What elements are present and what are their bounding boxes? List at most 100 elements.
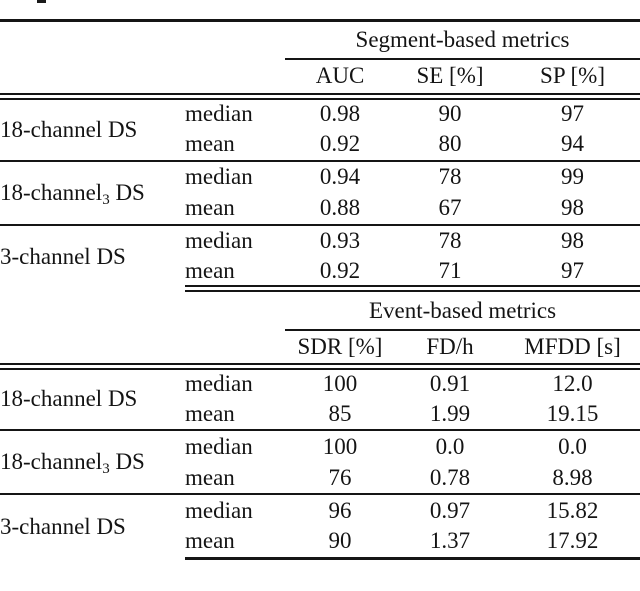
metric-value: 8.98 <box>552 464 593 490</box>
metric-value: 0.0 <box>395 429 505 462</box>
col-header-sp: SP [%] <box>505 58 640 100</box>
group-label-suffix: DS <box>102 116 138 142</box>
metric-value: 98 <box>505 223 640 257</box>
segment-metrics-table: Segment-based metrics AUC SE [%] SP [%] … <box>0 19 640 292</box>
metric-value: 90 <box>285 526 395 560</box>
col-header-sdr: SDR [%] <box>285 330 395 370</box>
metric-value: 19.15 <box>546 400 599 426</box>
metric-value: 99 <box>505 159 640 193</box>
metric-value: 97 <box>505 95 640 129</box>
metric-value: 71 <box>395 256 505 292</box>
group-label-suffix: DS <box>102 386 138 412</box>
metric-value: 0.88 <box>319 195 361 220</box>
metric-value: 0.0 <box>505 429 640 462</box>
spanner-event-based-metrics: Event-based metrics <box>285 292 640 331</box>
stat-label-mean: mean <box>185 526 285 560</box>
group-label-suffix: DS <box>109 179 145 205</box>
table-row: 18-channel DS median 100 0.91 12.0 <box>0 365 640 430</box>
caption-text-fragment <box>37 0 46 3</box>
group-label-subscript: 3 <box>102 191 110 208</box>
stat-label-median: median <box>185 365 285 398</box>
col-header-se: SE [%] <box>395 58 505 100</box>
metric-value: 96 <box>285 493 395 526</box>
metric-value: 67 <box>438 195 462 220</box>
group-label-subscript: 3 <box>102 461 110 477</box>
table-row: 18-channel3 DS median 100 0.0 0.0 <box>0 429 640 494</box>
group-label: 18-channel DS <box>0 365 185 430</box>
metric-value: 97 <box>505 256 640 292</box>
spacer-cell <box>0 292 285 330</box>
stat-label-mean: mean <box>185 131 235 156</box>
metric-value: 78 <box>395 223 505 257</box>
table-row: SDR [%] FD/h MFDD [s] <box>0 330 640 370</box>
table-row: AUC SE [%] SP [%] <box>0 58 640 100</box>
stat-label-median: median <box>185 159 285 193</box>
metric-value: 0.97 <box>395 493 505 526</box>
metric-value: 100 <box>285 365 395 398</box>
metric-value: 0.93 <box>285 223 395 257</box>
table-row: mean 76 0.78 8.98 <box>0 462 640 494</box>
stat-label-median: median <box>185 429 285 462</box>
metric-value: 1.37 <box>395 526 505 560</box>
table-row: mean 0.92 71 97 <box>0 256 640 292</box>
stat-label-mean: mean <box>185 464 235 490</box>
metric-value: 76 <box>328 464 352 490</box>
tables-wrap: Segment-based metrics AUC SE [%] SP [%] … <box>0 19 640 560</box>
metric-value: 94 <box>561 131 585 156</box>
group-label-text: 3-channel <box>0 513 91 539</box>
group-label-text: 18-channel <box>0 386 103 412</box>
stat-label-median: median <box>185 95 285 129</box>
group-label: 3-channel DS <box>0 223 185 289</box>
metric-value: 98 <box>561 195 585 220</box>
table-row: 3-channel DS median 96 0.97 15.82 <box>0 493 640 558</box>
metric-value: 90 <box>395 95 505 129</box>
metric-value: 0.94 <box>285 159 395 193</box>
table-row: Segment-based metrics <box>0 19 640 60</box>
spacer-cell <box>0 19 285 59</box>
table-row: 18-channel DS median 0.98 90 97 <box>0 95 640 161</box>
table-row: 18-channel3 DS median 0.94 78 99 <box>0 159 640 225</box>
group-label-suffix: DS <box>90 513 126 539</box>
metric-value: 0.92 <box>285 256 395 292</box>
group-label: 3-channel DS <box>0 493 185 558</box>
metric-value: 100 <box>285 429 395 462</box>
spacer-cell <box>0 58 285 100</box>
metric-value: 85 <box>328 400 352 426</box>
metric-value: 15.82 <box>505 493 640 526</box>
metric-value: 78 <box>395 159 505 193</box>
metric-value: 12.0 <box>505 365 640 398</box>
metric-value: 1.99 <box>429 400 471 426</box>
group-label: 18-channel3 DS <box>0 159 185 225</box>
metric-value: 0.91 <box>395 365 505 398</box>
metric-value: 0.78 <box>429 464 471 490</box>
stat-label-median: median <box>185 493 285 526</box>
group-label: 18-channel DS <box>0 95 185 161</box>
table-row: mean 0.88 67 98 <box>0 193 640 225</box>
group-label-suffix: DS <box>109 449 145 474</box>
col-header-auc: AUC <box>285 58 395 100</box>
table-row: mean 90 1.37 17.92 <box>0 526 640 560</box>
metric-value: 0.98 <box>285 95 395 129</box>
group-label-text: 3-channel <box>0 244 91 269</box>
stat-label-mean: mean <box>185 195 235 220</box>
group-label: 18-channel3 DS <box>0 429 185 494</box>
table-row: Event-based metrics <box>0 292 640 331</box>
group-label-text: 18-channel <box>0 116 103 142</box>
table-row: 3-channel DS median 0.93 78 98 <box>0 223 640 289</box>
spanner-segment-based-metrics: Segment-based metrics <box>285 19 640 60</box>
col-header-fdh: FD/h <box>395 330 505 370</box>
stat-label-median: median <box>185 223 285 257</box>
spacer-cell <box>0 330 285 370</box>
group-label-suffix: DS <box>90 244 126 269</box>
event-metrics-table: Event-based metrics SDR [%] FD/h MFDD [s… <box>0 292 640 560</box>
stat-label-mean: mean <box>185 400 235 426</box>
group-label-text: 18-channel <box>0 449 103 474</box>
metric-value: 0.92 <box>319 131 361 156</box>
col-header-mfdd: MFDD [s] <box>505 330 640 370</box>
stat-label-mean: mean <box>185 256 285 292</box>
table-row: mean 85 1.99 19.15 <box>0 398 640 430</box>
group-label-text: 18-channel <box>0 179 103 205</box>
metric-value: 17.92 <box>505 526 640 560</box>
table-row: mean 0.92 80 94 <box>0 129 640 161</box>
